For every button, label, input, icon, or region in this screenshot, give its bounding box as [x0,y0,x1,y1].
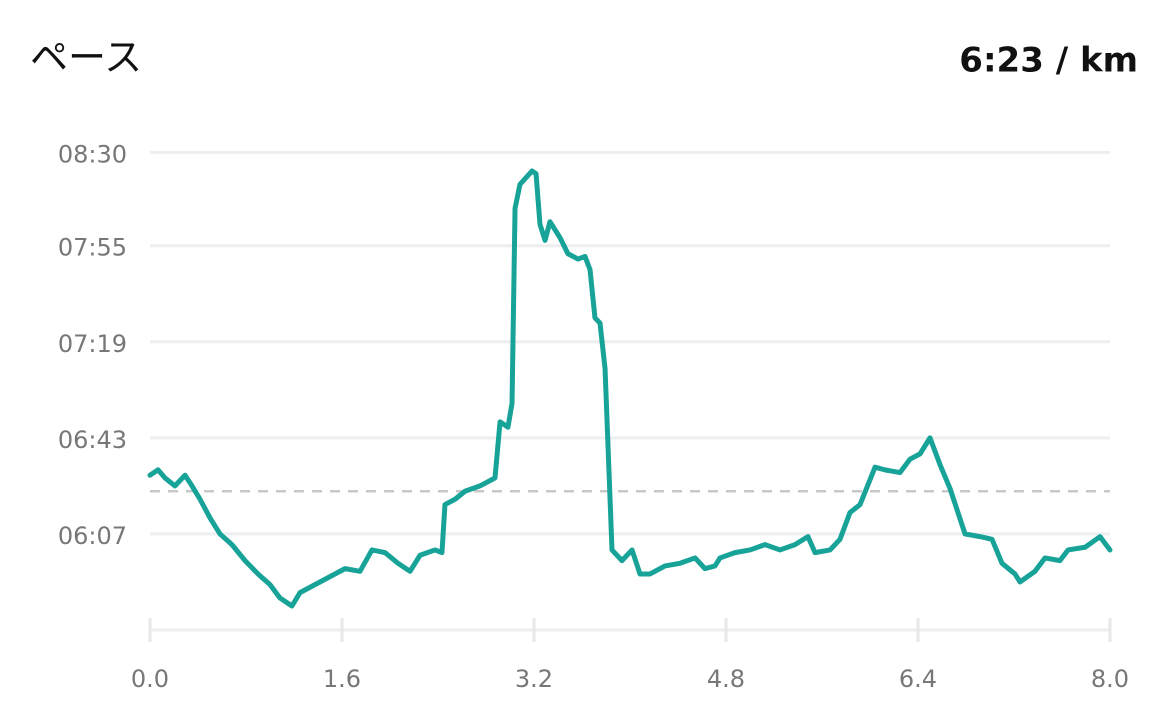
y-tick-label: 07:55 [58,234,127,262]
y-tick-label: 06:43 [58,426,127,454]
x-tick-label: 3.2 [515,665,553,693]
y-tick-label: 08:30 [58,140,127,168]
y-tick-label: 06:07 [58,522,127,550]
x-tick-label: 4.8 [707,665,745,693]
x-tick-label: 8.0 [1091,665,1129,693]
x-tick-label: 0.0 [131,665,169,693]
pace-line [147,168,1113,609]
y-tick-label: 07:19 [58,330,127,358]
average-pace: 6:23 / km [959,41,1138,81]
chart-title: ペース [30,36,142,80]
x-tick-label: 1.6 [323,665,361,693]
x-tick-label: 6.4 [899,665,937,693]
